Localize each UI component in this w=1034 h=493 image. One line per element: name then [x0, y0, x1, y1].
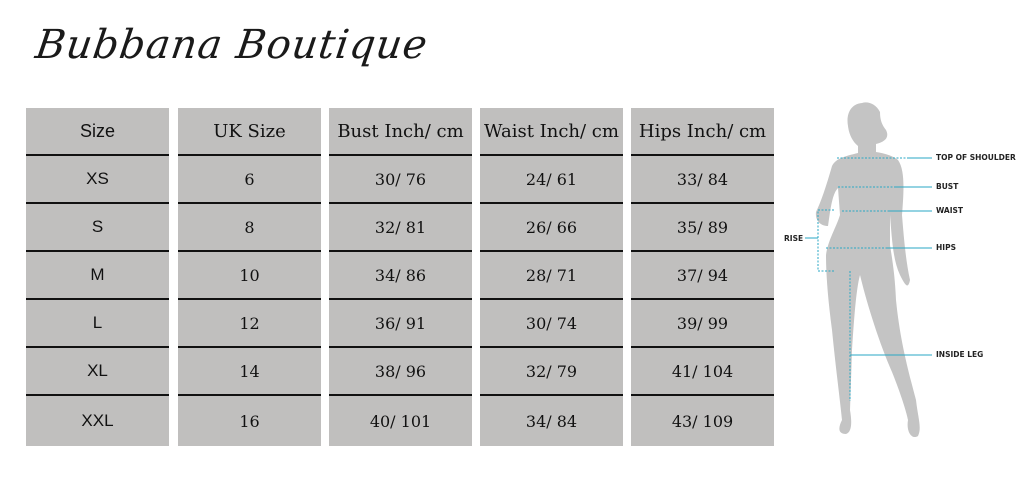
table-cell: XXL [26, 396, 169, 446]
table-cell: 38/ 96 [329, 348, 472, 396]
label-hips: HIPS [936, 243, 956, 252]
table-cell: 34/ 84 [480, 396, 623, 446]
column-header: Waist Inch/ cm [480, 108, 623, 156]
column-uk-uk: UK Size 6 8 10 12 14 16 [178, 108, 321, 446]
table-cell: 30/ 74 [480, 300, 623, 348]
table-cell: XS [26, 156, 169, 204]
table-cell: 35/ 89 [631, 204, 774, 252]
column-header: Hips Inch/ cm [631, 108, 774, 156]
column-bust: Bust Inch/ cm 30/ 76 32/ 81 34/ 86 36/ 91 38/… [329, 108, 472, 446]
column-size: Size XS S M L XL XXL [26, 108, 169, 446]
column-header: UK Size [178, 108, 321, 156]
column-header: Size [26, 108, 169, 156]
table-cell: 12 [178, 300, 321, 348]
column-hips: Hips Inch/ cm 33/ 84 35/ 89 37/ 94 39/ 99 41/… [631, 108, 774, 446]
column-waist: Waist Inch/ cm 24/ 61 26/ 66 28/ 71 30/ 74 32… [480, 108, 623, 446]
table-cell: 30/ 76 [329, 156, 472, 204]
table-cell: 32/ 79 [480, 348, 623, 396]
table-cell: S [26, 204, 169, 252]
table-cell: XL [26, 348, 169, 396]
column-header: Bust Inch/ cm [329, 108, 472, 156]
label-rise: RISE [784, 234, 803, 243]
table-cell: 24/ 61 [480, 156, 623, 204]
table-cell: 37/ 94 [631, 252, 774, 300]
table-cell: 34/ 86 [329, 252, 472, 300]
table-cell: 33/ 84 [631, 156, 774, 204]
table-cell: 43/ 109 [631, 396, 774, 446]
table-cell: 39/ 99 [631, 300, 774, 348]
silhouette [815, 102, 920, 438]
label-top-of-shoulder: TOP OF SHOULDER [936, 153, 1016, 162]
table-cell: 6 [178, 156, 321, 204]
table-cell: 14 [178, 348, 321, 396]
table-cell: 16 [178, 396, 321, 446]
table-cell: L [26, 300, 169, 348]
label-inside-leg: INSIDE LEG [936, 350, 983, 359]
table-cell: 41/ 104 [631, 348, 774, 396]
table-cell: 10 [178, 252, 321, 300]
table-cell: 40/ 101 [329, 396, 472, 446]
table-cell: 32/ 81 [329, 204, 472, 252]
table-cell: M [26, 252, 169, 300]
label-bust: BUST [936, 182, 959, 191]
table-cell: 26/ 66 [480, 204, 623, 252]
table-cell: 8 [178, 204, 321, 252]
table-cell: 28/ 71 [480, 252, 623, 300]
table-cell: 36/ 91 [329, 300, 472, 348]
label-waist: WAIST [936, 206, 964, 215]
